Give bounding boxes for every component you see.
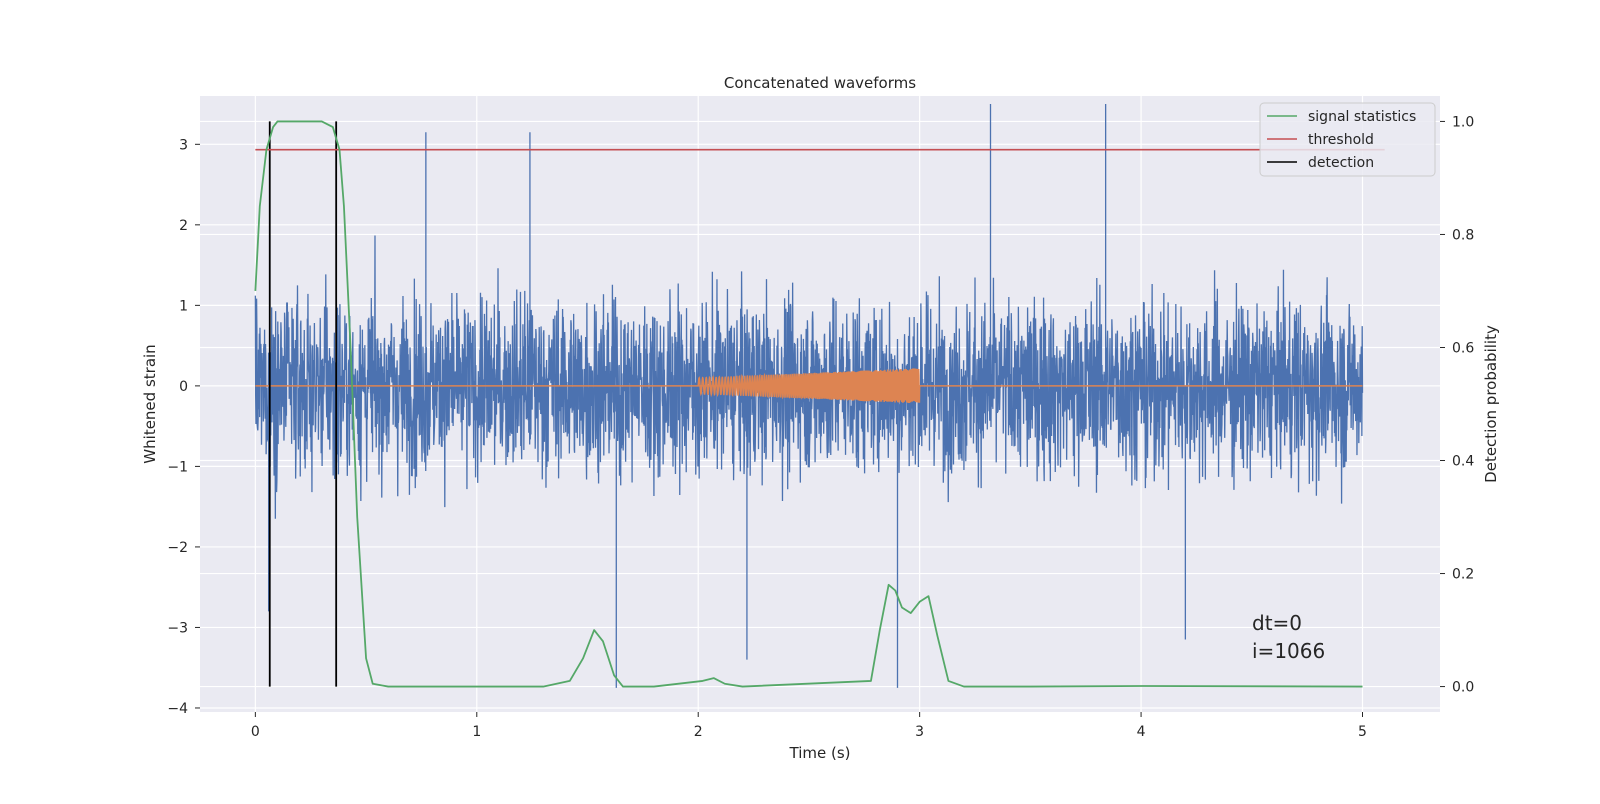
y-tick-label: −2 bbox=[167, 540, 188, 556]
y-tick-label: 1 bbox=[179, 298, 188, 314]
y-axis-right-label: Detection probability bbox=[1482, 325, 1500, 483]
x-tick-label: 2 bbox=[694, 724, 703, 740]
annotation-i: i=1066 bbox=[1252, 639, 1325, 663]
y-axis-label: Whitened strain bbox=[141, 344, 159, 463]
y-tick-label: −3 bbox=[167, 620, 188, 636]
y-tick-label: −4 bbox=[167, 701, 188, 717]
legend: signal statistics threshold detection bbox=[1259, 102, 1436, 177]
x-tick-label: 4 bbox=[1137, 724, 1146, 740]
y-tick-label: −1 bbox=[167, 459, 188, 475]
y-right-tick-label: 0.6 bbox=[1452, 340, 1474, 356]
legend-label-detection: detection bbox=[1308, 155, 1374, 171]
annotation-dt: dt=0 bbox=[1252, 611, 1302, 635]
y-right-tick-label: 0.0 bbox=[1452, 680, 1474, 696]
x-tick-label: 0 bbox=[251, 724, 260, 740]
y-right-tick-label: 0.8 bbox=[1452, 227, 1474, 243]
x-tick-label: 3 bbox=[915, 724, 924, 740]
y-right-tick-label: 0.2 bbox=[1452, 567, 1474, 583]
x-tick-label: 5 bbox=[1358, 724, 1367, 740]
legend-frame bbox=[1259, 102, 1436, 177]
legend-label-signal-statistics: signal statistics bbox=[1308, 109, 1416, 125]
ticks: 0 1 2 3 4 5 −4 −3 −2 −1 0 1 2 3 0.0 0.2 0.4 0.6 0.8 1.0 bbox=[167, 114, 1474, 740]
signal-statistics-line bbox=[254, 120, 1363, 688]
y-right-tick-label: 1.0 bbox=[1452, 114, 1474, 130]
legend-label-threshold: threshold bbox=[1308, 132, 1374, 148]
x-tick-label: 1 bbox=[472, 724, 481, 740]
chart-title: Concatenated waveforms bbox=[724, 74, 916, 92]
x-axis-label: Time (s) bbox=[789, 744, 851, 762]
series-chirp bbox=[697, 368, 921, 404]
y-tick-label: 3 bbox=[179, 137, 188, 153]
y-tick-label: 2 bbox=[179, 218, 188, 234]
y-tick-label: 0 bbox=[179, 379, 188, 395]
data-layer bbox=[254, 104, 1385, 688]
y-right-tick-label: 0.4 bbox=[1452, 454, 1474, 470]
